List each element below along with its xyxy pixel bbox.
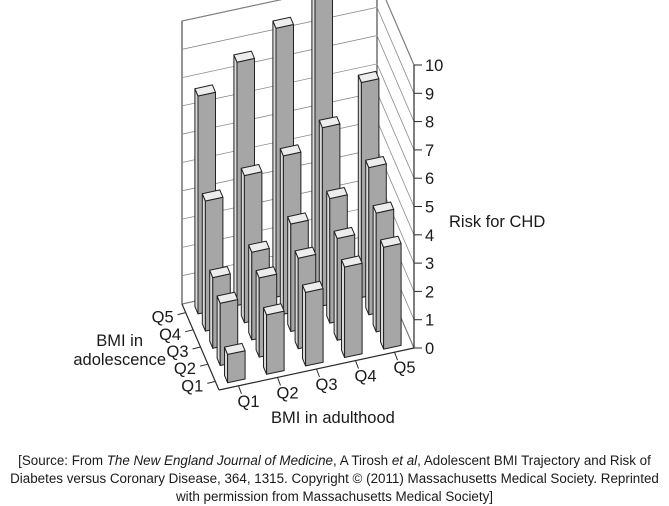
bar-adol-Q1-adult-Q1 — [224, 342, 246, 384]
bar-adol-Q1-adult-Q5 — [380, 235, 402, 350]
caption-etal: et al — [391, 453, 418, 468]
bar-top-face — [255, 266, 278, 279]
bar-top-face — [201, 189, 224, 202]
chart-bars — [194, 0, 402, 384]
y-tick-label-Q4: Q4 — [159, 326, 181, 344]
x-tick-Q1 — [238, 385, 242, 394]
figure-source-caption: [Source: From The New England Journal of… — [0, 452, 669, 506]
x-tick-Q3 — [316, 368, 320, 378]
bar-top-face — [294, 246, 317, 259]
bar-adol-Q1-adult-Q2 — [263, 303, 285, 375]
y-tick-Q1 — [207, 380, 216, 384]
bar-front-face — [266, 310, 285, 375]
y-tick-label-Q1: Q1 — [181, 377, 203, 395]
bar-top-face — [380, 235, 402, 248]
caption-part2: , A Tirosh — [333, 453, 392, 468]
x-tick-label-Q1: Q1 — [237, 393, 259, 411]
bar-top-face — [263, 303, 285, 316]
z-tick-label-7: 7 — [425, 142, 434, 160]
caption-part3: , Adolescent BMI Trajectory and Risk of … — [10, 453, 659, 504]
gridline-10 — [181, 0, 415, 66]
chd-risk-3d-bar-chart: Risk for CHD BMI in adulthood BMI in ado… — [73, 0, 545, 427]
caption-part1: [Source: From — [18, 453, 107, 468]
bar-front-face — [383, 243, 402, 350]
y-tick-Q3 — [192, 346, 201, 350]
bar-top-face — [372, 201, 395, 214]
bar-top-face — [333, 226, 356, 239]
z-tick-label-8: 8 — [425, 114, 434, 132]
z-tick-label-0: 0 — [425, 340, 434, 358]
bar-top-face — [287, 212, 309, 225]
bar-front-face — [344, 262, 363, 358]
x-axis-label: BMI in adulthood — [271, 409, 395, 427]
gridline-9 — [181, 6, 415, 94]
chart-axes — [177, 64, 422, 394]
bar-top-face — [248, 240, 270, 253]
y-tick-Q4 — [184, 329, 194, 333]
x-tick-Q4 — [355, 360, 359, 369]
z-tick-label-5: 5 — [425, 199, 434, 217]
x-tick-label-Q4: Q4 — [354, 368, 376, 386]
z-tick-label-1: 1 — [425, 312, 434, 330]
z-tick-label-3: 3 — [425, 255, 434, 273]
bar-top-face — [240, 164, 263, 177]
bar-top-face — [272, 16, 294, 29]
bar-top-face — [209, 266, 231, 279]
y-axis-label-line1: BMI in — [96, 332, 143, 350]
bar-top-face — [365, 156, 387, 169]
z-tick-label-9: 9 — [425, 85, 434, 103]
bar-front-face — [227, 350, 246, 384]
bar-front-face — [305, 288, 324, 367]
y-tick-Q2 — [199, 363, 209, 367]
chart-labels: Risk for CHD BMI in adulthood BMI in ado… — [73, 57, 545, 427]
bar-top-face — [341, 255, 363, 268]
z-tick-label-4: 4 — [425, 227, 434, 245]
x-tick-Q5 — [394, 352, 398, 361]
bar-adol-Q1-adult-Q3 — [302, 280, 324, 367]
y-tick-label-Q5: Q5 — [152, 309, 174, 327]
bar-top-face — [318, 116, 341, 129]
bar-top-face — [194, 84, 216, 97]
x-tick-label-Q5: Q5 — [393, 359, 415, 377]
bar-top-face — [233, 50, 255, 63]
x-tick-label-Q2: Q2 — [276, 384, 298, 402]
bar-top-face — [279, 144, 302, 157]
bar-top-face — [224, 342, 246, 355]
x-tick-Q2 — [277, 377, 281, 386]
z-axis-label: Risk for CHD — [449, 213, 545, 231]
z-tick-label-10: 10 — [425, 57, 443, 75]
y-tick-Q5 — [177, 312, 186, 316]
bar-adol-Q1-adult-Q4 — [341, 255, 363, 358]
y-tick-label-Q3: Q3 — [166, 343, 188, 361]
y-axis-label-line2: adolescence — [73, 351, 166, 369]
bar-top-face — [302, 280, 324, 293]
bar-top-face — [326, 187, 348, 200]
z-tick-label-2: 2 — [425, 283, 434, 301]
x-tick-label-Q3: Q3 — [315, 376, 337, 394]
z-tick-label-6: 6 — [425, 170, 434, 188]
y-tick-label-Q2: Q2 — [174, 360, 196, 378]
bar-top-face — [216, 291, 239, 304]
bar-top-face — [357, 70, 380, 83]
caption-journal: The New England Journal of Medicine — [106, 453, 333, 468]
